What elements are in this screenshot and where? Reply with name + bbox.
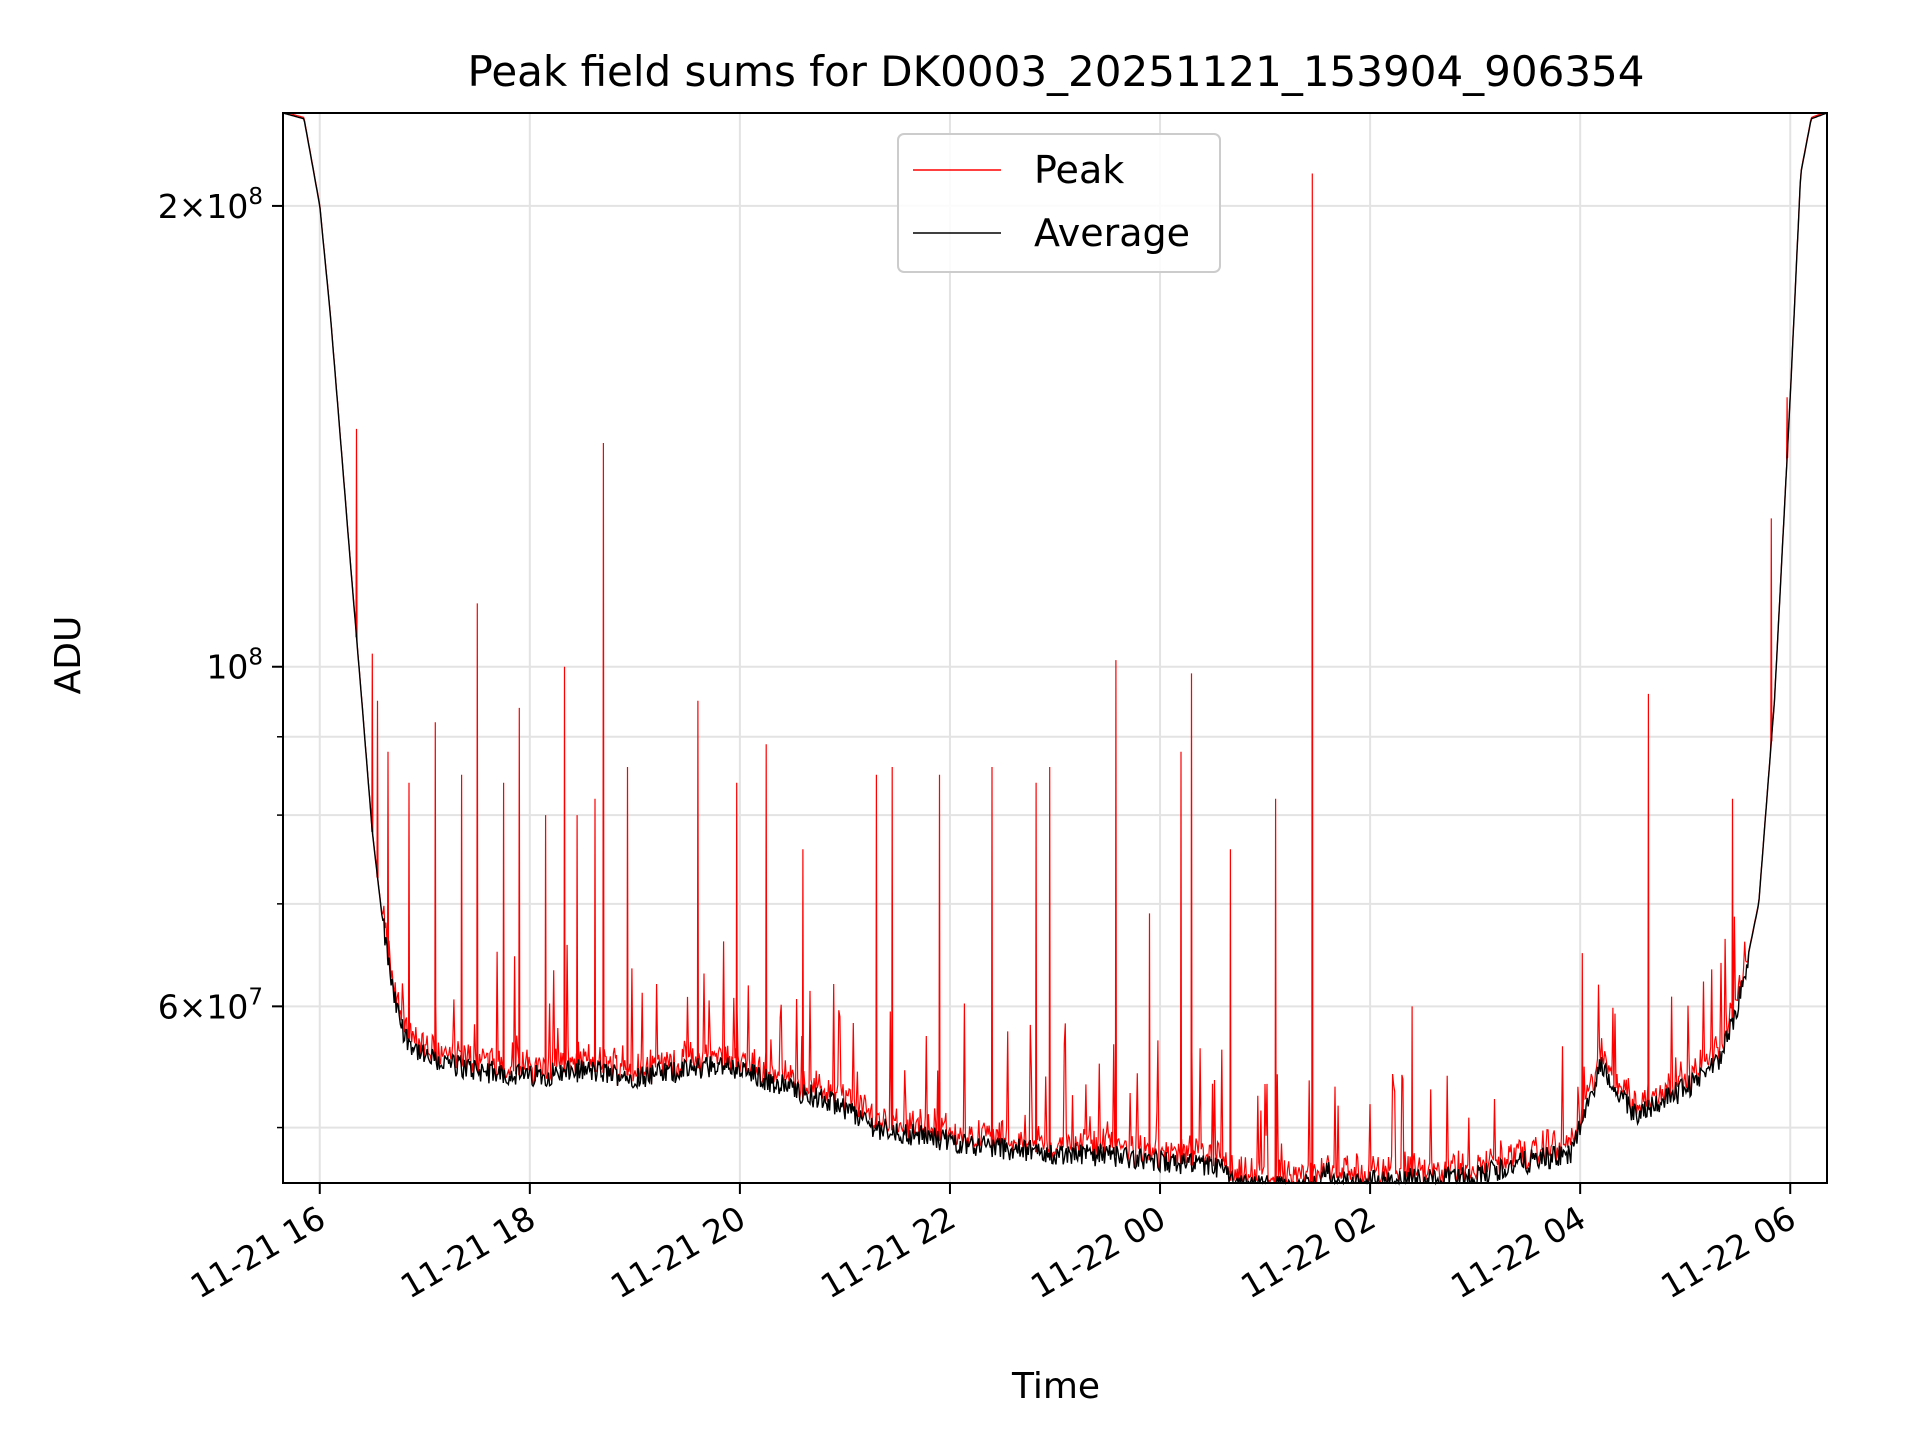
y-tick-label: 2×108: [158, 184, 263, 226]
legend-average-label: Average: [1034, 211, 1190, 255]
y-tick-label: 6×107: [158, 984, 263, 1026]
y-axis-label: ADU: [48, 616, 89, 695]
x-axis-label: Time: [1011, 1366, 1100, 1407]
average-series-line: [282, 112, 1828, 1186]
y-tick-label: 108: [206, 645, 263, 687]
legend-box: [897, 133, 1221, 273]
plot-frame: [282, 112, 1828, 1184]
plot-series: [282, 112, 1828, 1186]
chart-title: Peak field sums for DK0003_20251121_1539…: [467, 47, 1644, 96]
peak-series-line: [283, 112, 1827, 1186]
legend-peak-label: Peak: [1034, 148, 1124, 192]
legend: Peak Average: [897, 133, 1221, 273]
